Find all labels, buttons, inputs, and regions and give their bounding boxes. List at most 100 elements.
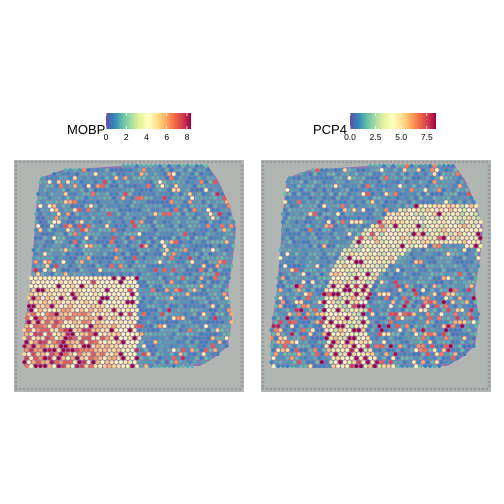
spot bbox=[139, 276, 144, 280]
spot bbox=[430, 312, 435, 316]
fiducial-dot bbox=[170, 160, 174, 164]
spot bbox=[227, 236, 231, 240]
spot bbox=[204, 260, 208, 264]
spot bbox=[441, 204, 446, 208]
spot bbox=[162, 244, 167, 248]
spot bbox=[130, 316, 135, 320]
spot bbox=[409, 268, 414, 272]
spot bbox=[322, 332, 327, 336]
spot bbox=[294, 212, 299, 216]
spot bbox=[125, 236, 130, 240]
spot bbox=[123, 240, 128, 244]
spot bbox=[326, 316, 331, 320]
spot bbox=[201, 192, 206, 196]
fiducial-dot bbox=[146, 160, 150, 164]
spot bbox=[125, 188, 130, 192]
spot bbox=[329, 328, 333, 332]
spot bbox=[474, 300, 478, 304]
spot bbox=[52, 292, 57, 296]
spot bbox=[430, 352, 435, 356]
spot bbox=[407, 328, 412, 332]
spot bbox=[98, 316, 103, 320]
spot bbox=[125, 268, 130, 272]
spot bbox=[192, 240, 197, 244]
spot bbox=[169, 296, 174, 300]
spot bbox=[416, 184, 421, 188]
spot bbox=[66, 212, 70, 216]
spot bbox=[192, 304, 197, 308]
spot bbox=[165, 272, 169, 276]
spot bbox=[398, 248, 402, 252]
spot bbox=[359, 260, 363, 264]
spot bbox=[370, 184, 375, 188]
spot bbox=[139, 172, 144, 176]
spot bbox=[98, 180, 103, 184]
spot bbox=[386, 308, 391, 312]
spot bbox=[379, 288, 384, 292]
spot bbox=[430, 328, 435, 332]
spot bbox=[329, 280, 333, 284]
spot bbox=[315, 320, 320, 324]
spot bbox=[354, 364, 359, 368]
spot bbox=[425, 248, 430, 252]
fiducial-dot bbox=[487, 264, 491, 268]
spot bbox=[47, 220, 52, 224]
spot bbox=[142, 240, 146, 244]
spot bbox=[382, 340, 386, 344]
spot bbox=[382, 356, 386, 360]
spot bbox=[183, 328, 188, 332]
spot bbox=[441, 308, 446, 312]
spot bbox=[123, 256, 128, 260]
spot bbox=[153, 292, 158, 296]
spot bbox=[204, 244, 208, 248]
spot bbox=[441, 316, 446, 320]
spot bbox=[313, 284, 317, 288]
spot bbox=[66, 236, 70, 240]
spot bbox=[77, 272, 82, 276]
spot bbox=[462, 280, 467, 284]
spot bbox=[430, 288, 435, 292]
spot bbox=[384, 176, 389, 180]
spot bbox=[356, 208, 361, 212]
spot bbox=[352, 240, 356, 244]
spot bbox=[199, 316, 204, 320]
spot bbox=[453, 176, 458, 180]
spot bbox=[192, 296, 197, 300]
spot bbox=[40, 264, 45, 268]
spot bbox=[158, 220, 162, 224]
spot bbox=[280, 324, 285, 328]
spot bbox=[393, 264, 398, 268]
spot bbox=[467, 336, 471, 340]
spot bbox=[446, 292, 451, 296]
fiducial-dot bbox=[218, 387, 222, 391]
spot bbox=[370, 296, 375, 300]
spot bbox=[43, 212, 47, 216]
spot bbox=[174, 288, 179, 292]
spot bbox=[211, 248, 215, 252]
spot bbox=[338, 264, 343, 268]
spot bbox=[220, 304, 225, 308]
spot bbox=[176, 164, 181, 168]
fiducial-dot bbox=[202, 160, 206, 164]
spot bbox=[308, 196, 313, 200]
spot bbox=[148, 260, 153, 264]
spot bbox=[98, 356, 103, 360]
spot bbox=[340, 172, 345, 176]
spot bbox=[128, 224, 133, 228]
fiducial-dot bbox=[240, 360, 244, 364]
spot bbox=[224, 304, 229, 308]
spot bbox=[320, 192, 324, 196]
spot bbox=[31, 256, 36, 260]
spot bbox=[96, 264, 100, 268]
spot bbox=[211, 312, 215, 316]
fiducial-dot bbox=[261, 364, 265, 368]
spot bbox=[82, 328, 86, 332]
spot bbox=[148, 324, 153, 328]
spot bbox=[444, 192, 448, 196]
spot bbox=[414, 236, 419, 240]
spot bbox=[77, 208, 82, 212]
fiducial-dot bbox=[385, 387, 389, 391]
spot bbox=[116, 324, 121, 328]
spot bbox=[105, 248, 109, 252]
spot bbox=[204, 308, 208, 312]
